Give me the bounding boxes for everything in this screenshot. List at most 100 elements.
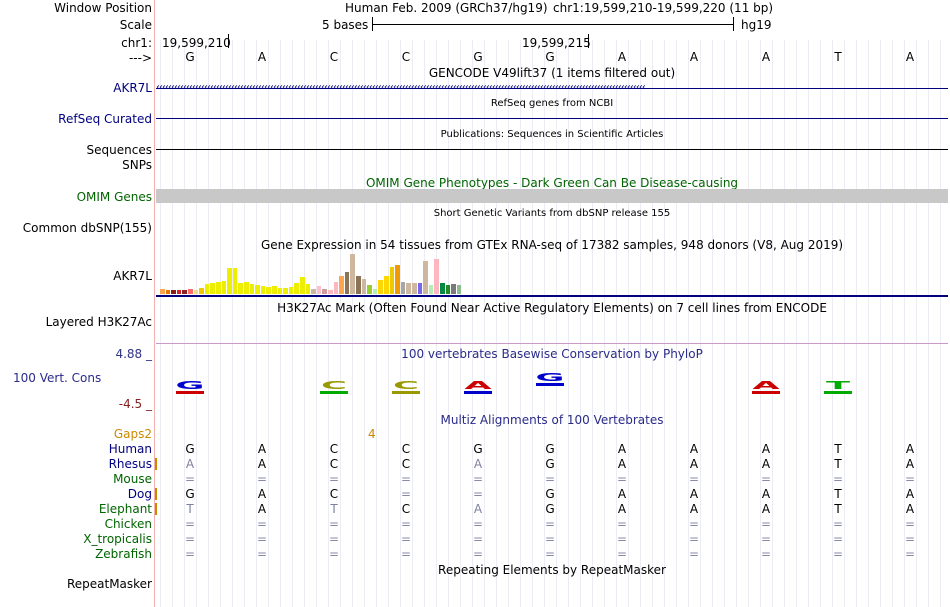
gtex-tissue-bar[interactable] — [367, 285, 372, 294]
gtex-tissue-bar[interactable] — [316, 286, 322, 294]
gtex-tissue-bar[interactable] — [406, 283, 411, 294]
alignment-base: A — [905, 502, 915, 516]
gtex-tissue-bar[interactable] — [221, 281, 227, 294]
gtex-tissue-bar[interactable] — [176, 290, 182, 294]
species-label[interactable]: Chicken — [104, 517, 152, 531]
gtex-tissue-bar[interactable] — [417, 283, 423, 294]
gtex-tissue-bar[interactable] — [356, 276, 361, 294]
refseq-gene-line[interactable] — [156, 118, 948, 119]
conservation-logo: A — [464, 379, 492, 392]
gtex-tissue-bar[interactable] — [389, 267, 395, 294]
sequences-label[interactable]: Sequences — [86, 143, 152, 157]
gtex-tissue-bar[interactable] — [372, 289, 378, 294]
gtex-tissue-bar[interactable] — [288, 287, 294, 294]
gtex-tissue-bar[interactable] — [277, 288, 283, 294]
alignment-base: T — [330, 502, 338, 516]
gtex-tissue-bar[interactable] — [350, 254, 355, 294]
grid-line — [880, 40, 881, 607]
grid-line — [196, 40, 197, 607]
coord-mid: 19,599,215 — [522, 36, 591, 50]
gtex-tissue-bar[interactable] — [249, 284, 255, 294]
gtex-tissue-bar[interactable] — [400, 282, 406, 294]
species-label[interactable]: Dog — [127, 487, 152, 501]
gtex-tissue-bar[interactable] — [260, 286, 266, 294]
conservation-label[interactable]: 100 Vert. Cons — [13, 371, 102, 385]
gtex-tissue-bar[interactable] — [339, 276, 344, 294]
gencode-gene-label[interactable]: AKR7L — [113, 81, 152, 95]
gaps-label[interactable]: Gaps2 — [113, 427, 152, 441]
gtex-tissue-bar[interactable] — [333, 282, 339, 294]
species-label[interactable]: Zebrafish — [95, 547, 152, 561]
gtex-tissue-bar[interactable] — [384, 276, 389, 294]
grid-line — [556, 40, 557, 607]
gtex-label[interactable]: AKR7L — [113, 269, 152, 283]
alignment-base: = — [400, 517, 412, 531]
gtex-tissue-bar[interactable] — [344, 272, 350, 294]
alignment-base: G — [545, 502, 555, 516]
grid-line — [328, 40, 329, 607]
conservation-logo-base — [464, 391, 492, 394]
gtex-tissue-bar[interactable] — [255, 285, 260, 294]
snps-label[interactable]: SNPs — [122, 158, 152, 172]
grid-line — [904, 40, 905, 607]
gtex-tissue-bar[interactable] — [182, 290, 187, 294]
gtex-tissue-bar[interactable] — [227, 268, 232, 294]
gtex-tissue-bar[interactable] — [412, 283, 417, 294]
gtex-tissue-bar[interactable] — [456, 285, 462, 294]
gtex-tissue-bar[interactable] — [445, 285, 451, 294]
grid-line — [568, 40, 569, 607]
conservation-logo: G — [535, 371, 565, 384]
gtex-tissue-bar[interactable] — [188, 289, 193, 294]
scale-bar — [372, 24, 733, 25]
gtex-tissue-bar[interactable] — [244, 282, 249, 294]
gtex-tissue-bar[interactable] — [305, 284, 311, 294]
coord-left: 19,599,210 — [162, 36, 231, 50]
gtex-tissue-bar[interactable] — [238, 283, 243, 294]
gtex-tissue-bar[interactable] — [165, 290, 171, 294]
gtex-tissue-bar[interactable] — [266, 287, 271, 294]
alignment-base: = — [616, 547, 628, 561]
gtex-tissue-bar[interactable] — [204, 284, 210, 294]
gtex-tissue-bar[interactable] — [216, 282, 221, 294]
gtex-tissue-bar[interactable] — [378, 280, 383, 294]
gtex-tissue-bar[interactable] — [160, 289, 165, 294]
gtex-tissue-bar[interactable] — [272, 286, 277, 294]
gtex-tissue-bar[interactable] — [423, 261, 428, 294]
gtex-tissue-bar[interactable] — [171, 290, 176, 294]
gtex-tissue-bar[interactable] — [328, 290, 333, 294]
alignment-base: A — [689, 457, 699, 471]
gtex-tissue-bar[interactable] — [434, 259, 439, 294]
sequences-line[interactable] — [156, 149, 948, 150]
gtex-tissue-bar[interactable] — [451, 284, 456, 294]
gtex-tissue-bar[interactable] — [294, 283, 299, 294]
refseq-label[interactable]: RefSeq Curated — [58, 112, 152, 126]
gtex-tissue-bar[interactable] — [428, 285, 434, 294]
gtex-tissue-bar[interactable] — [395, 265, 400, 294]
gencode-gene-arrows[interactable]: ‹‹‹‹‹‹‹‹‹‹‹‹‹‹‹‹‹‹‹‹‹‹‹‹‹‹‹‹‹‹‹‹‹‹‹‹‹‹‹‹… — [156, 81, 948, 95]
gtex-expression-chart[interactable] — [160, 250, 540, 294]
species-label[interactable]: X_tropicalis — [83, 532, 152, 546]
omim-label[interactable]: OMIM Genes — [76, 190, 152, 204]
gtex-tissue-bar[interactable] — [361, 279, 367, 294]
repeatmasker-label[interactable]: RepeatMasker — [66, 577, 152, 591]
gtex-tissue-bar[interactable] — [311, 289, 316, 294]
gtex-tissue-bar[interactable] — [199, 288, 204, 294]
species-label[interactable]: Rhesus — [108, 457, 152, 471]
gtex-tissue-bar[interactable] — [210, 283, 215, 294]
gtex-tissue-bar[interactable] — [322, 289, 327, 294]
omim-feature-bar[interactable] — [156, 189, 948, 203]
gtex-tissue-bar[interactable] — [232, 268, 238, 294]
species-gap-marker — [155, 503, 157, 515]
species-label[interactable]: Elephant — [98, 502, 152, 516]
species-label[interactable]: Mouse — [113, 472, 152, 486]
publications-title: Publications: Sequences in Scientific Ar… — [440, 129, 664, 140]
h3k27ac-signal-line — [156, 343, 948, 344]
species-label[interactable]: Human — [108, 442, 152, 456]
gtex-tissue-bar[interactable] — [283, 288, 288, 294]
h3k27ac-label[interactable]: Layered H3K27Ac — [45, 315, 152, 329]
gtex-tissue-bar[interactable] — [193, 290, 199, 294]
gtex-tissue-bar[interactable] — [300, 277, 305, 294]
gtex-tissue-bar[interactable] — [440, 283, 445, 294]
alignment-base: = — [472, 517, 484, 531]
dbsnp-label[interactable]: Common dbSNP(155) — [22, 221, 152, 235]
